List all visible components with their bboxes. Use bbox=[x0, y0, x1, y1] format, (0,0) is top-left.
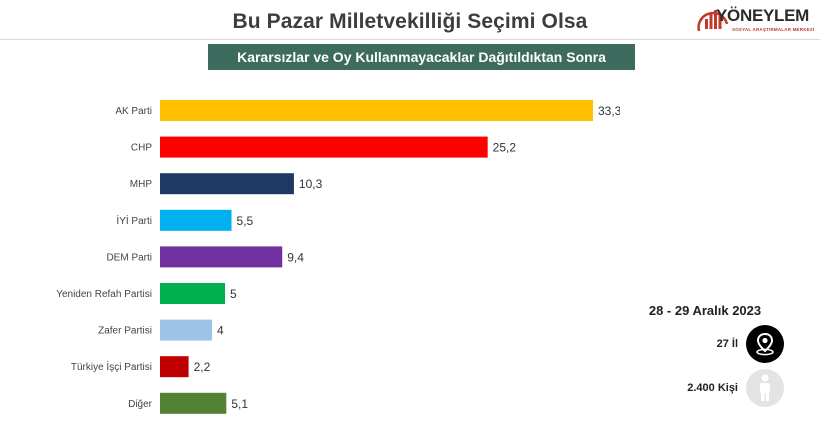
header-divider bbox=[0, 39, 820, 40]
bar-9 bbox=[160, 392, 227, 414]
category-label: CHP bbox=[131, 143, 152, 154]
chart-subtitle: Kararsızlar ve Oy Kullanmayacaklar Dağıt… bbox=[208, 44, 635, 70]
logo-name: YÖNEYLEM bbox=[716, 6, 810, 25]
chart-subtitle-text: Kararsızlar ve Oy Kullanmayacaklar Dağıt… bbox=[237, 49, 606, 65]
bar-4 bbox=[160, 209, 232, 231]
category-label: AK Parti bbox=[115, 106, 152, 117]
value-label: 33,3 bbox=[598, 104, 620, 118]
bar-1 bbox=[160, 100, 593, 121]
value-label: 5 bbox=[230, 287, 237, 301]
value-label: 4 bbox=[217, 324, 224, 338]
yoneylem-logo: YÖNEYLEM SOSYAL ARAŞTIRMALAR MERKEZİ bbox=[696, 2, 820, 38]
chart-title: Bu Pazar Milletvekilliği Seçimi Olsa bbox=[232, 10, 588, 33]
category-label: Diğer bbox=[128, 399, 153, 410]
location-pin-icon bbox=[746, 325, 784, 363]
logo-bars-icon bbox=[697, 10, 729, 32]
bar-6 bbox=[160, 283, 226, 304]
value-label: 25,2 bbox=[493, 141, 517, 155]
value-label: 9,4 bbox=[287, 250, 304, 264]
people-label: 2.400 Kişi bbox=[687, 382, 738, 394]
value-label: 5,5 bbox=[237, 214, 254, 228]
survey-date: 28 - 29 Aralık 2023 bbox=[648, 303, 762, 318]
category-label: Yeniden Refah Partisi bbox=[56, 289, 152, 300]
bar-3 bbox=[160, 173, 294, 195]
bar-5 bbox=[160, 246, 283, 268]
category-label: Zafer Partisi bbox=[98, 326, 152, 337]
bar-8 bbox=[160, 356, 189, 378]
bar-7 bbox=[160, 319, 213, 341]
bar-2 bbox=[160, 136, 488, 158]
value-label: 5,1 bbox=[231, 397, 248, 411]
bar-chart: AK Parti 33,3 CHP 25,2 MHP 10,3 İYİ Parti 5,5 DE… bbox=[56, 100, 620, 414]
person-icon bbox=[746, 369, 784, 407]
logo-tagline: SOSYAL ARAŞTIRMALAR MERKEZİ bbox=[732, 27, 815, 32]
provinces-label: 27 İl bbox=[716, 338, 738, 350]
category-label: Türkiye İşçi Partisi bbox=[71, 360, 152, 373]
people-row: 2.400 Kişi bbox=[660, 369, 784, 407]
value-label: 2,2 bbox=[194, 360, 211, 374]
category-label: DEM Parti bbox=[106, 252, 152, 263]
category-label: MHP bbox=[130, 179, 153, 190]
provinces-row: 27 İl bbox=[660, 325, 784, 363]
category-label: İYİ Parti bbox=[116, 214, 152, 227]
value-label: 10,3 bbox=[299, 177, 323, 191]
